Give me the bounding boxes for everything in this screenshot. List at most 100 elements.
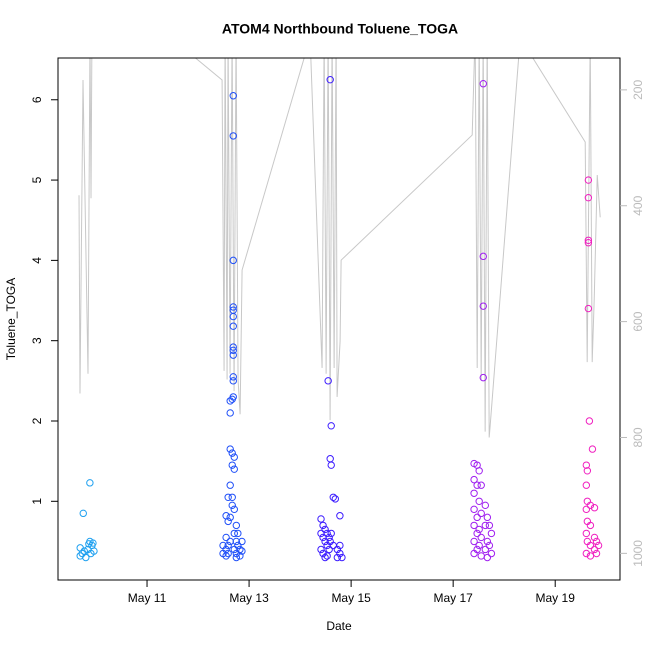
data-point	[470, 505, 478, 514]
data-point	[232, 521, 241, 530]
data-point	[226, 481, 234, 489]
data-point	[226, 409, 234, 417]
data-point	[228, 493, 236, 501]
y-tick-label: 4	[30, 257, 44, 264]
data-point	[329, 493, 337, 501]
data-point	[333, 545, 342, 554]
y2-tick-label: 600	[631, 311, 645, 331]
data-point	[336, 512, 344, 520]
data-point	[327, 422, 335, 430]
data-point	[331, 495, 340, 503]
x-axis-label: Date	[326, 619, 352, 633]
data-point	[79, 509, 87, 518]
data-point	[90, 547, 98, 555]
data-point	[229, 322, 237, 330]
data-point	[236, 552, 244, 560]
data-point	[479, 79, 487, 88]
data-point	[229, 377, 237, 385]
data-point	[323, 541, 331, 550]
data-point	[485, 541, 494, 550]
data-point	[479, 302, 487, 310]
data-point	[584, 236, 593, 244]
data-point	[234, 529, 242, 538]
data-point	[226, 445, 234, 453]
data-point	[336, 541, 344, 550]
data-point	[487, 549, 496, 558]
data-point	[582, 505, 591, 514]
data-point	[483, 553, 492, 562]
data-point	[473, 545, 481, 554]
data-point	[326, 75, 334, 84]
data-point	[226, 513, 234, 522]
data-point	[222, 533, 230, 542]
y-tick-label: 5	[30, 176, 44, 183]
data-point	[323, 552, 331, 560]
data-point	[230, 529, 238, 538]
y-tick-label: 2	[30, 417, 44, 424]
data-point	[481, 501, 490, 510]
y2-tick-label: 200	[631, 80, 645, 100]
data-point	[477, 509, 485, 518]
data-point	[592, 549, 601, 558]
data-point	[483, 537, 492, 546]
x-tick-label: May 13	[229, 591, 269, 605]
data-point	[483, 513, 492, 522]
data-point	[230, 453, 238, 461]
data-point	[477, 552, 485, 560]
data-point	[327, 461, 335, 469]
data-point	[582, 549, 591, 558]
data-point	[229, 343, 237, 351]
data-point	[481, 521, 490, 530]
data-point	[487, 529, 496, 538]
data-point	[470, 475, 478, 484]
data-point	[325, 545, 333, 554]
data-point	[590, 533, 599, 542]
x-tick-label: May 19	[536, 591, 576, 605]
data-point	[586, 501, 595, 510]
data-point	[321, 525, 329, 534]
data-point	[229, 303, 237, 311]
data-point	[86, 479, 94, 487]
data-point	[584, 239, 593, 247]
y2-tick-label: 400	[631, 195, 645, 215]
data-point	[584, 194, 593, 202]
data-point	[594, 541, 603, 550]
data-point	[479, 373, 487, 382]
data-point	[473, 529, 481, 538]
plot-area	[76, 58, 603, 562]
plot-frame	[57, 57, 621, 581]
data-point	[485, 521, 494, 530]
data-point	[584, 304, 593, 313]
data-point	[473, 513, 481, 522]
data-point	[475, 525, 483, 534]
data-point	[229, 351, 237, 359]
y-tick-label: 6	[30, 96, 44, 103]
data-point	[319, 521, 327, 530]
data-point	[222, 512, 230, 520]
data-point	[317, 545, 325, 554]
data-point	[230, 465, 238, 473]
data-point	[238, 537, 246, 546]
data-point	[583, 467, 592, 475]
data-point	[229, 373, 237, 381]
data-point	[477, 481, 485, 489]
data-point	[585, 417, 594, 425]
data-point	[586, 521, 595, 530]
data-point	[584, 176, 593, 184]
data-point	[590, 545, 599, 554]
y-tick-label: 3	[30, 337, 44, 344]
data-point	[229, 132, 237, 140]
data-point	[228, 449, 236, 457]
data-point	[226, 397, 234, 405]
data-point	[327, 529, 335, 538]
data-point	[590, 504, 599, 512]
data-point	[473, 481, 481, 489]
y-axis-label: Toluene_TOGA	[4, 278, 18, 361]
data-point	[232, 553, 241, 562]
data-point	[228, 395, 236, 404]
data-point	[238, 547, 246, 555]
data-point	[475, 497, 483, 505]
x-tick-label: May 17	[433, 591, 473, 605]
data-point	[582, 461, 591, 469]
